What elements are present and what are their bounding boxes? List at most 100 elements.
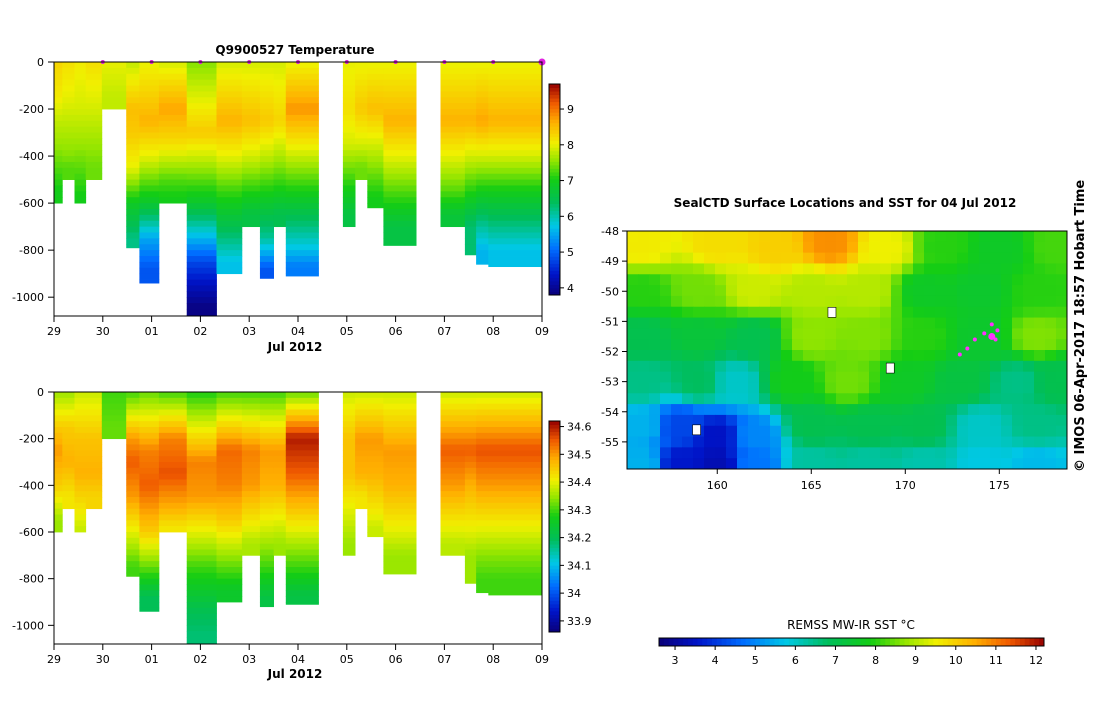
sst-cell <box>990 295 1002 308</box>
data-cell <box>355 97 368 104</box>
data-cell <box>273 520 287 527</box>
seal-track <box>957 322 1000 357</box>
sst-cell <box>770 252 782 264</box>
sst-cell <box>704 425 716 438</box>
data-cell <box>342 144 356 151</box>
sst-colorbar-swatch <box>885 638 891 646</box>
sst-cell <box>715 436 727 448</box>
sst-cell <box>968 350 980 362</box>
data-cell <box>440 409 466 416</box>
data-cell <box>383 144 417 151</box>
data-cell <box>383 132 417 139</box>
sst-cell <box>759 241 771 254</box>
data-cell <box>367 191 384 198</box>
data-cell <box>383 126 417 133</box>
sst-cell <box>638 436 650 448</box>
sst-cell <box>814 371 826 383</box>
data-cell <box>464 197 477 204</box>
data-cell <box>259 392 274 399</box>
data-cell <box>158 392 188 399</box>
data-cell <box>342 520 356 527</box>
data-cell <box>74 403 87 410</box>
data-cell <box>139 85 160 92</box>
sst-cell <box>913 263 925 275</box>
data-cell <box>62 479 75 486</box>
lon-tick-label: 165 <box>801 479 822 492</box>
data-cell <box>464 114 477 122</box>
data-cell <box>273 97 287 104</box>
sst-cell <box>627 447 639 459</box>
sst-cell <box>1012 393 1024 405</box>
data-cell <box>126 549 140 556</box>
data-cell <box>285 203 319 210</box>
data-cell <box>241 220 261 228</box>
sst-cell <box>1001 425 1013 438</box>
sst-cell <box>660 382 672 394</box>
sst-cell <box>990 371 1002 383</box>
data-cell <box>74 197 87 204</box>
data-cell <box>241 479 261 486</box>
data-cell <box>139 126 160 133</box>
sst-cell <box>693 436 705 448</box>
sst-cell <box>682 382 694 394</box>
sst-cell <box>869 447 881 459</box>
sst-cell <box>924 425 936 438</box>
data-cell <box>139 549 160 556</box>
sst-cell <box>715 447 727 459</box>
data-cell <box>476 197 489 204</box>
data-cell <box>383 179 417 186</box>
sst-cell <box>781 252 793 264</box>
lat-tick-label: -50 <box>601 285 619 298</box>
sst-cell <box>913 360 925 373</box>
data-cell <box>342 138 356 145</box>
sst-cell <box>858 231 870 243</box>
colorbar-swatch <box>549 452 560 457</box>
sst-cell <box>726 306 738 319</box>
colorbar-swatch <box>549 484 560 489</box>
colorbar-swatch <box>549 554 560 559</box>
data-cell <box>54 473 63 480</box>
data-cell <box>216 67 243 75</box>
data-cell <box>476 537 489 545</box>
data-cell <box>367 462 384 469</box>
sst-cell <box>704 447 716 459</box>
data-cell <box>54 502 63 510</box>
data-cell <box>383 208 417 216</box>
sst-cell <box>880 252 892 264</box>
data-cell <box>273 450 287 457</box>
data-cell <box>139 167 160 175</box>
data-cell <box>342 421 356 428</box>
data-cell <box>440 432 466 440</box>
data-cell <box>285 602 319 605</box>
sst-cell <box>770 339 782 351</box>
data-cell <box>54 62 63 69</box>
data-cell <box>476 549 489 556</box>
data-cell <box>85 120 103 128</box>
data-cell <box>367 514 384 521</box>
sst-cell <box>759 458 771 470</box>
data-cell <box>342 214 356 222</box>
data-cell <box>139 415 160 422</box>
colorbar-swatch <box>549 112 560 117</box>
colorbar-tick-label: 9 <box>567 103 574 116</box>
salinity-cells <box>54 392 542 644</box>
data-cell <box>488 214 542 222</box>
data-cell <box>476 473 489 480</box>
sst-cell <box>946 285 958 297</box>
colorbar-swatch <box>549 175 560 180</box>
data-cell <box>367 91 384 98</box>
data-cell <box>488 197 542 204</box>
data-cell <box>241 203 261 210</box>
sst-cell <box>1012 436 1024 448</box>
data-cell <box>216 173 243 180</box>
colorbar-swatch <box>549 428 560 433</box>
sst-cell <box>737 360 749 373</box>
colorbar-swatch <box>549 424 560 429</box>
sst-cell <box>836 231 848 243</box>
data-cell <box>139 607 160 612</box>
colorbar-swatch <box>549 136 560 141</box>
sst-cell <box>715 393 727 405</box>
sst-cell <box>781 382 793 394</box>
data-cell <box>285 156 319 163</box>
sst-cell <box>682 404 694 416</box>
